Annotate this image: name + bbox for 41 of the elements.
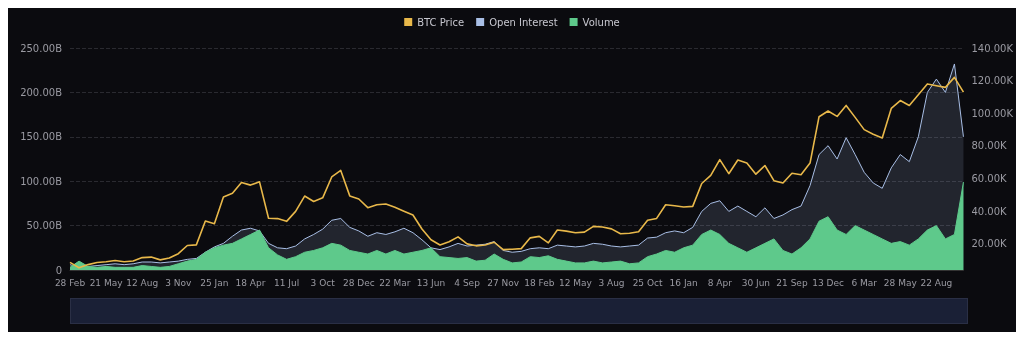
x-tick-label: 21 May — [89, 277, 124, 288]
x-tick-label: 12 May — [558, 277, 593, 288]
x-tick-label: 3 Oct — [310, 277, 336, 288]
x-tick-label: 28 Feb — [54, 277, 86, 288]
x-tick-label: 6 Mar — [851, 277, 878, 288]
x-tick-label: 13 Jun — [416, 277, 446, 288]
x-tick-label: 4 Sep — [454, 277, 481, 288]
x-tick-label: 22 Aug — [920, 277, 953, 288]
y2-tick-label: 20.00K — [971, 238, 1008, 250]
x-tick-label: 28 Dec — [342, 277, 375, 288]
legend-label: Open Interest — [489, 16, 558, 28]
y2-tick-label: 120.00K — [971, 75, 1014, 87]
x-tick-label: 27 Nov — [487, 277, 520, 288]
y-tick-label: 250.00B — [20, 42, 63, 54]
y-tick-label: 150.00B — [20, 131, 63, 143]
y2-tick-label: 100.00K — [971, 107, 1014, 119]
x-tick-label: 21 Sep — [776, 277, 808, 288]
x-tick-label: 3 Aug — [598, 277, 625, 288]
x-tick-label: 18 Apr — [235, 277, 266, 288]
y2-tick-label: 40.00K — [971, 205, 1008, 217]
x-tick-label: 13 Dec — [812, 277, 844, 288]
y2-tick-label: 80.00K — [971, 140, 1008, 152]
x-tick-label: 18 Feb — [524, 277, 555, 288]
x-tick-label: 16 Jan — [669, 277, 698, 288]
x-tick-label: 22 Mar — [379, 277, 411, 288]
legend-label: Volume — [582, 16, 620, 28]
y2-tick-label: 140.00K — [971, 42, 1014, 54]
x-tick-label: 3 Nov — [165, 277, 193, 288]
y-tick-label: 200.00B — [20, 86, 63, 98]
y2-tick-label: 60.00K — [971, 173, 1008, 185]
y-tick-label: 50.00B — [26, 220, 63, 232]
legend-label: BTC Price — [417, 16, 465, 28]
x-tick-label: 28 May — [883, 277, 918, 288]
y-tick-label: 0 — [55, 264, 62, 276]
x-tick-label: 11 Jul — [274, 277, 300, 288]
y-tick-label: 100.00B — [20, 175, 63, 187]
x-tick-label: 25 Jan — [200, 277, 229, 288]
x-tick-label: 8 Apr — [707, 277, 733, 288]
x-tick-label: 30 Jun — [741, 277, 771, 288]
x-tick-label: 25 Oct — [632, 277, 663, 288]
x-tick-label: 12 Aug — [126, 277, 159, 288]
